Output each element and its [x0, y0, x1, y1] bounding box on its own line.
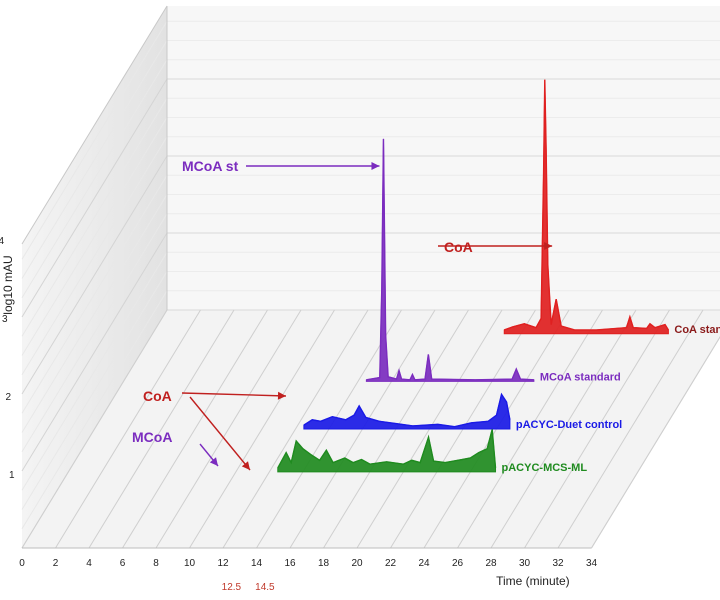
x-tick-label: 34 — [586, 558, 598, 569]
x-tick-label: 12 — [217, 558, 229, 569]
x-tick-label: 8 — [153, 558, 159, 569]
back-wall — [167, 6, 720, 310]
x-tick-label: 2 — [53, 558, 59, 569]
annotation-label: CoA — [143, 388, 172, 404]
annotation-label: MCoA st — [182, 158, 239, 174]
x-tick-label: 4 — [86, 558, 92, 569]
x-tick-label: 16 — [284, 558, 296, 569]
series-label: pACYC-Duet control — [516, 419, 622, 431]
x-tick-label: 32 — [552, 558, 564, 569]
x-tick-label: 18 — [318, 558, 330, 569]
y-tick-label-left: 2 — [5, 392, 11, 403]
x-axis-title: Time (minute) — [496, 574, 570, 588]
x-tick-label: 20 — [351, 558, 363, 569]
x-tick-label: 28 — [485, 558, 497, 569]
annotation-label: CoA — [444, 239, 473, 255]
series-label: CoA standard — [674, 324, 720, 336]
series-label: pACYC-MCS-ML — [502, 462, 588, 474]
annotation-label: MCoA — [132, 429, 172, 445]
x-tick-label: 22 — [385, 558, 397, 569]
x-highlight-tick-label: 12.5 — [222, 582, 242, 593]
y-tick-label-left: 1 — [9, 470, 15, 481]
x-tick-label: 6 — [120, 558, 126, 569]
x-tick-label: 14 — [251, 558, 263, 569]
x-tick-label: 26 — [452, 558, 464, 569]
y-tick-label-left: 4 — [0, 236, 4, 247]
series-label: MCoA standard — [540, 371, 621, 383]
x-tick-label: 30 — [519, 558, 531, 569]
y-axis-title-left: log10 mAU — [1, 255, 15, 314]
x-tick-label: 24 — [418, 558, 430, 569]
x-tick-label: 10 — [184, 558, 196, 569]
x-tick-label: 0 — [19, 558, 25, 569]
x-highlight-tick-label: 14.5 — [255, 582, 275, 593]
